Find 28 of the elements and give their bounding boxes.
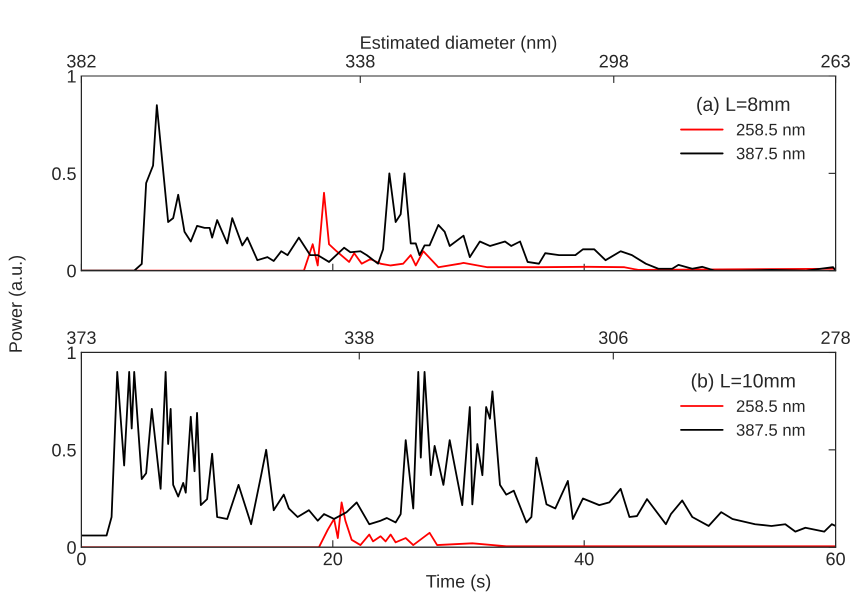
x-tick-label: 40 [574, 552, 594, 566]
y-tick-label: 0.5 [52, 444, 76, 457]
x2-tick-label: 298 [600, 54, 628, 68]
line-series [81, 371, 836, 536]
x2-axis-title: Estimated diameter (nm) [361, 36, 556, 52]
x2-tick-label: 338 [346, 54, 375, 68]
x-tick-label: 60 [826, 552, 845, 566]
x2-tick-label: 263 [821, 54, 850, 68]
legend-label: 387.5 nm [736, 148, 804, 160]
x2-tick-label: 338 [344, 331, 374, 344]
legend-label: 258.5 nm [736, 124, 804, 136]
x-tick-label: 20 [324, 552, 342, 566]
x2-tick-label: 278 [821, 331, 850, 344]
y-tick-label: 1 [68, 70, 76, 83]
y-tick-label: 0 [67, 264, 76, 278]
y-tick-label: 0.5 [52, 167, 76, 180]
x-axis-title: Time (s) [426, 574, 490, 592]
x-tick-label: 0 [77, 552, 86, 566]
y-axis-title: Power (a.u.) [8, 256, 26, 352]
legend-title: (a) L=8mm [697, 96, 790, 115]
x2-tick-label: 373 [67, 331, 96, 344]
y-tick-label: 1 [68, 346, 76, 360]
legend-title: (b) L=10mm [692, 373, 795, 392]
x2-tick-label: 382 [67, 54, 96, 68]
legend-label: 387.5 nm [736, 424, 804, 436]
x2-tick-label: 306 [598, 331, 628, 344]
y-tick-label: 0 [67, 541, 76, 554]
legend-label: 258.5 nm [736, 400, 804, 412]
